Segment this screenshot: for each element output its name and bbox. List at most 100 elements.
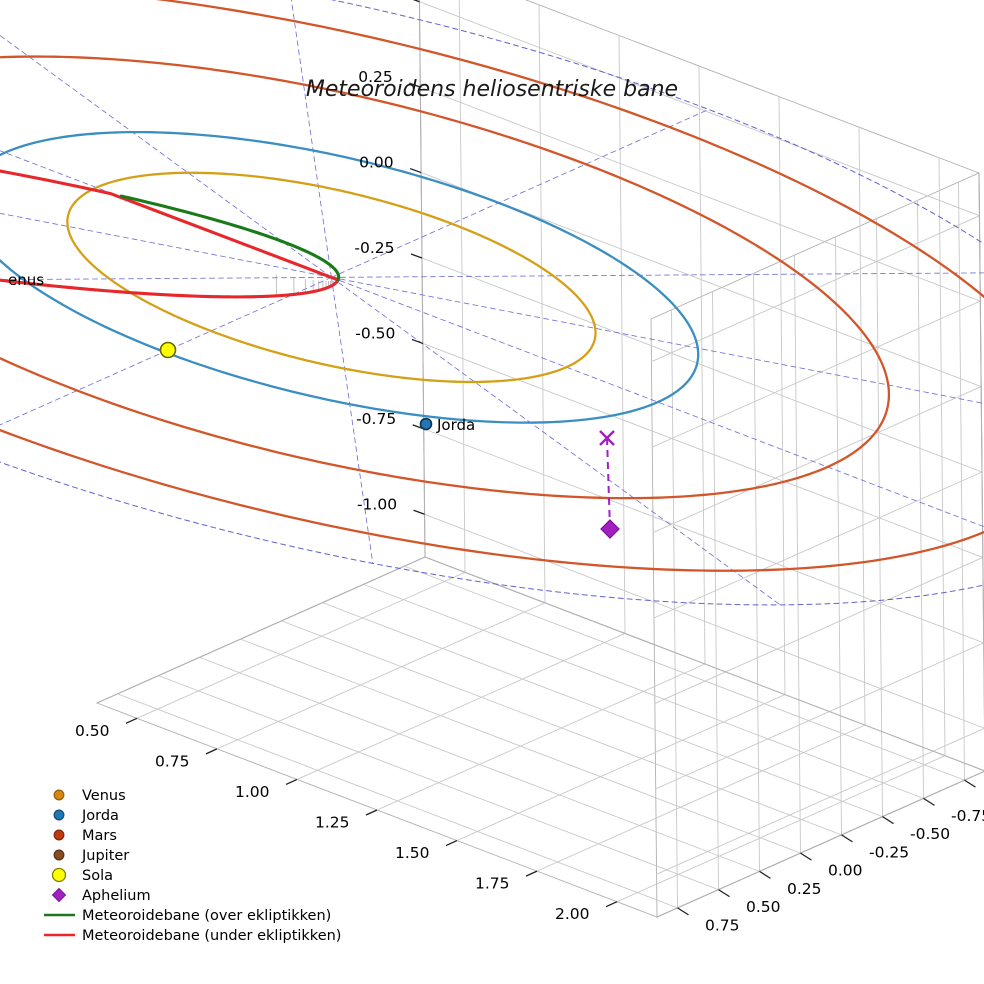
x-axis-4-tick: [445, 839, 458, 847]
gridline-wall-y-z: [419, 86, 981, 302]
x-axis-6-tick: [605, 901, 618, 908]
gridline-floor-y: [281, 620, 842, 836]
legend-label-3: Jupiter: [81, 848, 129, 864]
box-edge-back-bottom: [656, 770, 984, 918]
gridline-floor-y: [240, 638, 801, 854]
marker-sola[interactable]: [159, 341, 177, 359]
z-axis-5-label: -0.75: [356, 410, 396, 428]
legend-marker-jorda: [53, 809, 65, 821]
y-axis-3-tick: [800, 852, 812, 861]
z-axis-3-label: -0.25: [354, 239, 394, 257]
legend-label-6: Meteoroidebane (over ekliptikken): [82, 908, 331, 924]
orbit-mars-outer: [0, 0, 984, 572]
z-axis-0-tick: [412, 0, 420, 3]
x-axis-3-label: 1.25: [315, 814, 350, 832]
plot-legend: Venus Jorda Mars Jupiter Sola Aphelium Meteoro…: [44, 788, 341, 944]
gridline-floor-x: [536, 724, 866, 872]
z-axis-4-label: -0.50: [355, 324, 395, 342]
x-axis-5-label: 1.75: [475, 875, 510, 893]
legend-marker-aphelium: [51, 887, 67, 903]
z-axis-6-tick: [413, 509, 425, 515]
gridline-floor-y: [199, 656, 760, 872]
x-axis-1-label: 0.75: [155, 752, 190, 770]
z-axis-0-label: 0.50: [357, 0, 392, 1]
marker-aphelium[interactable]: [600, 519, 620, 539]
x-axis-2-tick: [285, 778, 298, 786]
legend-marker-mars: [53, 829, 65, 841]
ecliptic-spoke-0: [331, 276, 984, 528]
meteoroid-orbit-above-ecliptic: [119, 194, 341, 282]
gridline-wall-x-z: [656, 728, 984, 875]
y-axis-5-label: -0.50: [910, 825, 950, 843]
gridline-wall-y-z: [423, 428, 984, 644]
gridline-wall-x-z: [654, 556, 984, 704]
aphelion-drop-line: [606, 437, 611, 530]
orbit-venus: [66, 171, 597, 384]
ecliptic-spoke-5: [0, 212, 332, 278]
legend-marker-sola: [51, 867, 67, 883]
ecliptic-spoke-8: [290, 0, 332, 278]
y-axis-1-tick: [718, 889, 730, 898]
body-markers: [159, 341, 620, 539]
gridline-floor-y: [363, 583, 924, 799]
gridline-floor-y: [158, 675, 719, 891]
x-axis-4-label: 1.50: [395, 844, 430, 862]
gridline-floor-y: [322, 602, 883, 818]
ecliptic-spoke-3: [0, 276, 332, 426]
gridline-floor-x: [456, 694, 786, 842]
z-axis-2-tick: [409, 167, 422, 174]
gridline-wall-y-z: [421, 257, 983, 473]
gridline-wall-x-z: [655, 642, 984, 790]
legend-label-5: Aphelium: [82, 888, 151, 904]
marker-aphelium-projection: [599, 430, 615, 446]
planet-orbits: [0, 0, 984, 572]
gridline-wall-x-z: [651, 300, 981, 448]
legend-label-4: Sola: [82, 868, 113, 884]
legend-label-0: Venus: [82, 788, 126, 804]
y-axis-4-label: -0.25: [869, 843, 909, 861]
gridline-floor-x: [136, 571, 466, 719]
gridline-floor-y: [117, 693, 678, 909]
y-axis-7-tick: [964, 779, 976, 788]
y-axis-5-tick: [882, 816, 894, 825]
z-axis-6-label: -1.00: [357, 495, 397, 513]
z-axis-3-tick: [410, 253, 423, 259]
box-edge-bottom-left: [96, 556, 426, 704]
gridline-wall-x-z: [650, 215, 980, 363]
ecliptic-spoke-9: [331, 109, 710, 278]
legend-marker-jupiter: [53, 849, 65, 861]
y-axis-4-tick: [841, 834, 853, 843]
y-axis-3-label: 0.00: [828, 862, 863, 880]
legend-label-7: Meteoroidebane (under ekliptikken): [82, 928, 341, 944]
ecliptic-spoke-11: [331, 276, 984, 404]
page-title: Meteoroidens heliosentriske bane: [306, 77, 678, 102]
y-axis-6-label: -0.75: [951, 807, 984, 825]
ecliptic-spoke-2: [331, 276, 374, 564]
y-axis-0-tick: [677, 907, 689, 916]
gridline-wall-y-z: [418, 1, 980, 217]
axes-gridlines: [96, 0, 984, 918]
marker-jorda[interactable]: [419, 417, 433, 431]
y-axis-2-tick: [759, 870, 771, 879]
x-axis-3-tick: [365, 809, 378, 816]
axis-tick-labels: 0.50 0.75 1.00 1.25 1.50 1.75 2.00 0.75 0.50 0.25…: [75, 0, 984, 934]
orbit-mars: [0, 55, 891, 500]
orbit-jorda: [0, 130, 700, 424]
axis-ticks: [125, 0, 976, 916]
gridline-floor-x: [376, 663, 706, 811]
legend-label-1: Jorda: [81, 808, 119, 824]
ecliptic-spoke-1: [331, 276, 781, 606]
legend-label-2: Mars: [82, 828, 117, 844]
y-axis-0-label: 0.75: [705, 916, 740, 934]
jorda-marker-label: Jorda: [436, 416, 475, 434]
x-axis-0-label: 0.50: [75, 722, 110, 740]
gridline-wall-x-z: [653, 471, 983, 619]
x-axis-2-label: 1.00: [235, 783, 270, 801]
meteoroid-orbit: [0, 169, 341, 299]
z-axis-1-tick: [409, 82, 421, 88]
gridline-floor-x: [296, 632, 626, 780]
z-axis-1-label: 0.25: [358, 68, 393, 86]
gridline-wall-x-z: [652, 386, 982, 534]
